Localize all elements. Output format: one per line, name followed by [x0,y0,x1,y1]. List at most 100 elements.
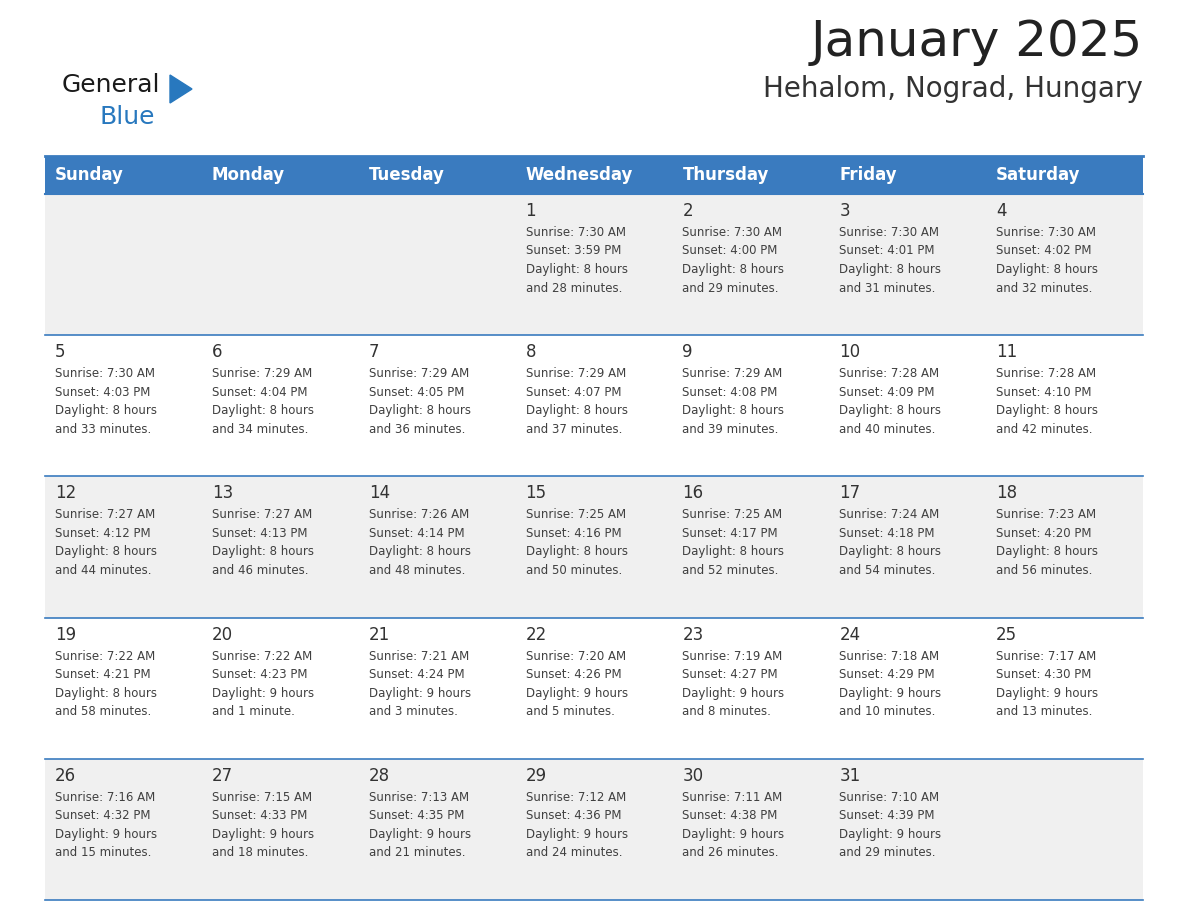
Bar [672,194,829,335]
Bar [516,156,672,194]
Text: 18: 18 [997,485,1017,502]
Text: Sunrise: 7:18 AM
Sunset: 4:29 PM
Daylight: 9 hours
and 10 minutes.: Sunrise: 7:18 AM Sunset: 4:29 PM Dayligh… [839,650,941,718]
Text: Friday: Friday [839,166,897,184]
Bar [986,194,1143,335]
Text: Sunrise: 7:17 AM
Sunset: 4:30 PM
Daylight: 9 hours
and 13 minutes.: Sunrise: 7:17 AM Sunset: 4:30 PM Dayligh… [997,650,1098,718]
Bar [202,156,359,194]
Text: Sunrise: 7:20 AM
Sunset: 4:26 PM
Daylight: 9 hours
and 5 minutes.: Sunrise: 7:20 AM Sunset: 4:26 PM Dayligh… [525,650,627,718]
Bar [672,476,829,618]
Bar [45,335,202,476]
Bar [359,156,516,194]
Bar [829,759,986,900]
Text: Sunrise: 7:30 AM
Sunset: 4:02 PM
Daylight: 8 hours
and 32 minutes.: Sunrise: 7:30 AM Sunset: 4:02 PM Dayligh… [997,226,1098,295]
Bar [516,194,672,335]
Bar [516,618,672,759]
Bar [45,194,202,335]
Text: 1: 1 [525,202,536,220]
Bar [45,759,202,900]
Text: Sunrise: 7:27 AM
Sunset: 4:12 PM
Daylight: 8 hours
and 44 minutes.: Sunrise: 7:27 AM Sunset: 4:12 PM Dayligh… [55,509,157,577]
Text: Monday: Monday [211,166,285,184]
Bar [986,335,1143,476]
Text: 30: 30 [682,767,703,785]
Text: January 2025: January 2025 [810,18,1143,66]
Text: 4: 4 [997,202,1006,220]
Text: Sunrise: 7:24 AM
Sunset: 4:18 PM
Daylight: 8 hours
and 54 minutes.: Sunrise: 7:24 AM Sunset: 4:18 PM Dayligh… [839,509,941,577]
Text: Sunrise: 7:27 AM
Sunset: 4:13 PM
Daylight: 8 hours
and 46 minutes.: Sunrise: 7:27 AM Sunset: 4:13 PM Dayligh… [211,509,314,577]
Text: 16: 16 [682,485,703,502]
Bar [672,156,829,194]
Text: 7: 7 [368,343,379,361]
Text: Sunrise: 7:29 AM
Sunset: 4:07 PM
Daylight: 8 hours
and 37 minutes.: Sunrise: 7:29 AM Sunset: 4:07 PM Dayligh… [525,367,627,436]
Text: Sunrise: 7:26 AM
Sunset: 4:14 PM
Daylight: 8 hours
and 48 minutes.: Sunrise: 7:26 AM Sunset: 4:14 PM Dayligh… [368,509,470,577]
Text: 13: 13 [211,485,233,502]
Bar [829,194,986,335]
Bar [516,476,672,618]
Text: 19: 19 [55,625,76,644]
Text: 6: 6 [211,343,222,361]
Text: 15: 15 [525,485,546,502]
Text: 9: 9 [682,343,693,361]
Bar [202,476,359,618]
Text: 26: 26 [55,767,76,785]
Bar [202,335,359,476]
Text: 29: 29 [525,767,546,785]
Bar [359,335,516,476]
Text: Wednesday: Wednesday [525,166,633,184]
Polygon shape [170,75,192,103]
Text: Thursday: Thursday [682,166,769,184]
Text: Sunrise: 7:22 AM
Sunset: 4:21 PM
Daylight: 8 hours
and 58 minutes.: Sunrise: 7:22 AM Sunset: 4:21 PM Dayligh… [55,650,157,718]
Text: Sunrise: 7:30 AM
Sunset: 4:01 PM
Daylight: 8 hours
and 31 minutes.: Sunrise: 7:30 AM Sunset: 4:01 PM Dayligh… [839,226,941,295]
Text: 31: 31 [839,767,860,785]
Text: Sunrise: 7:30 AM
Sunset: 4:00 PM
Daylight: 8 hours
and 29 minutes.: Sunrise: 7:30 AM Sunset: 4:00 PM Dayligh… [682,226,784,295]
Text: Sunrise: 7:29 AM
Sunset: 4:08 PM
Daylight: 8 hours
and 39 minutes.: Sunrise: 7:29 AM Sunset: 4:08 PM Dayligh… [682,367,784,436]
Text: Sunrise: 7:30 AM
Sunset: 3:59 PM
Daylight: 8 hours
and 28 minutes.: Sunrise: 7:30 AM Sunset: 3:59 PM Dayligh… [525,226,627,295]
Text: 27: 27 [211,767,233,785]
Text: Sunrise: 7:15 AM
Sunset: 4:33 PM
Daylight: 9 hours
and 18 minutes.: Sunrise: 7:15 AM Sunset: 4:33 PM Dayligh… [211,790,314,859]
Bar [202,618,359,759]
Text: Sunrise: 7:19 AM
Sunset: 4:27 PM
Daylight: 9 hours
and 8 minutes.: Sunrise: 7:19 AM Sunset: 4:27 PM Dayligh… [682,650,784,718]
Text: 28: 28 [368,767,390,785]
Text: Sunrise: 7:21 AM
Sunset: 4:24 PM
Daylight: 9 hours
and 3 minutes.: Sunrise: 7:21 AM Sunset: 4:24 PM Dayligh… [368,650,470,718]
Bar [986,759,1143,900]
Text: Tuesday: Tuesday [368,166,444,184]
Text: 11: 11 [997,343,1017,361]
Text: 22: 22 [525,625,546,644]
Text: General: General [62,73,160,97]
Text: 23: 23 [682,625,703,644]
Bar [516,335,672,476]
Text: 24: 24 [839,625,860,644]
Text: 21: 21 [368,625,390,644]
Bar [202,194,359,335]
Text: 25: 25 [997,625,1017,644]
Text: Sunrise: 7:25 AM
Sunset: 4:17 PM
Daylight: 8 hours
and 52 minutes.: Sunrise: 7:25 AM Sunset: 4:17 PM Dayligh… [682,509,784,577]
Bar [986,618,1143,759]
Text: Sunrise: 7:28 AM
Sunset: 4:10 PM
Daylight: 8 hours
and 42 minutes.: Sunrise: 7:28 AM Sunset: 4:10 PM Dayligh… [997,367,1098,436]
Text: 14: 14 [368,485,390,502]
Text: Sunrise: 7:28 AM
Sunset: 4:09 PM
Daylight: 8 hours
and 40 minutes.: Sunrise: 7:28 AM Sunset: 4:09 PM Dayligh… [839,367,941,436]
Bar [672,618,829,759]
Text: 12: 12 [55,485,76,502]
Text: Sunrise: 7:16 AM
Sunset: 4:32 PM
Daylight: 9 hours
and 15 minutes.: Sunrise: 7:16 AM Sunset: 4:32 PM Dayligh… [55,790,157,859]
Text: 3: 3 [839,202,849,220]
Text: Sunrise: 7:30 AM
Sunset: 4:03 PM
Daylight: 8 hours
and 33 minutes.: Sunrise: 7:30 AM Sunset: 4:03 PM Dayligh… [55,367,157,436]
Bar [45,156,202,194]
Text: Sunrise: 7:22 AM
Sunset: 4:23 PM
Daylight: 9 hours
and 1 minute.: Sunrise: 7:22 AM Sunset: 4:23 PM Dayligh… [211,650,314,718]
Bar [359,194,516,335]
Text: Blue: Blue [100,105,156,129]
Bar [359,759,516,900]
Text: 2: 2 [682,202,693,220]
Text: Sunrise: 7:11 AM
Sunset: 4:38 PM
Daylight: 9 hours
and 26 minutes.: Sunrise: 7:11 AM Sunset: 4:38 PM Dayligh… [682,790,784,859]
Bar [359,618,516,759]
Text: Sunrise: 7:12 AM
Sunset: 4:36 PM
Daylight: 9 hours
and 24 minutes.: Sunrise: 7:12 AM Sunset: 4:36 PM Dayligh… [525,790,627,859]
Bar [986,156,1143,194]
Text: Sunrise: 7:23 AM
Sunset: 4:20 PM
Daylight: 8 hours
and 56 minutes.: Sunrise: 7:23 AM Sunset: 4:20 PM Dayligh… [997,509,1098,577]
Text: 5: 5 [55,343,65,361]
Text: Sunrise: 7:13 AM
Sunset: 4:35 PM
Daylight: 9 hours
and 21 minutes.: Sunrise: 7:13 AM Sunset: 4:35 PM Dayligh… [368,790,470,859]
Text: 8: 8 [525,343,536,361]
Bar [45,476,202,618]
Bar [986,476,1143,618]
Text: 20: 20 [211,625,233,644]
Text: Hehalom, Nograd, Hungary: Hehalom, Nograd, Hungary [763,75,1143,103]
Text: Sunrise: 7:10 AM
Sunset: 4:39 PM
Daylight: 9 hours
and 29 minutes.: Sunrise: 7:10 AM Sunset: 4:39 PM Dayligh… [839,790,941,859]
Text: Sunday: Sunday [55,166,124,184]
